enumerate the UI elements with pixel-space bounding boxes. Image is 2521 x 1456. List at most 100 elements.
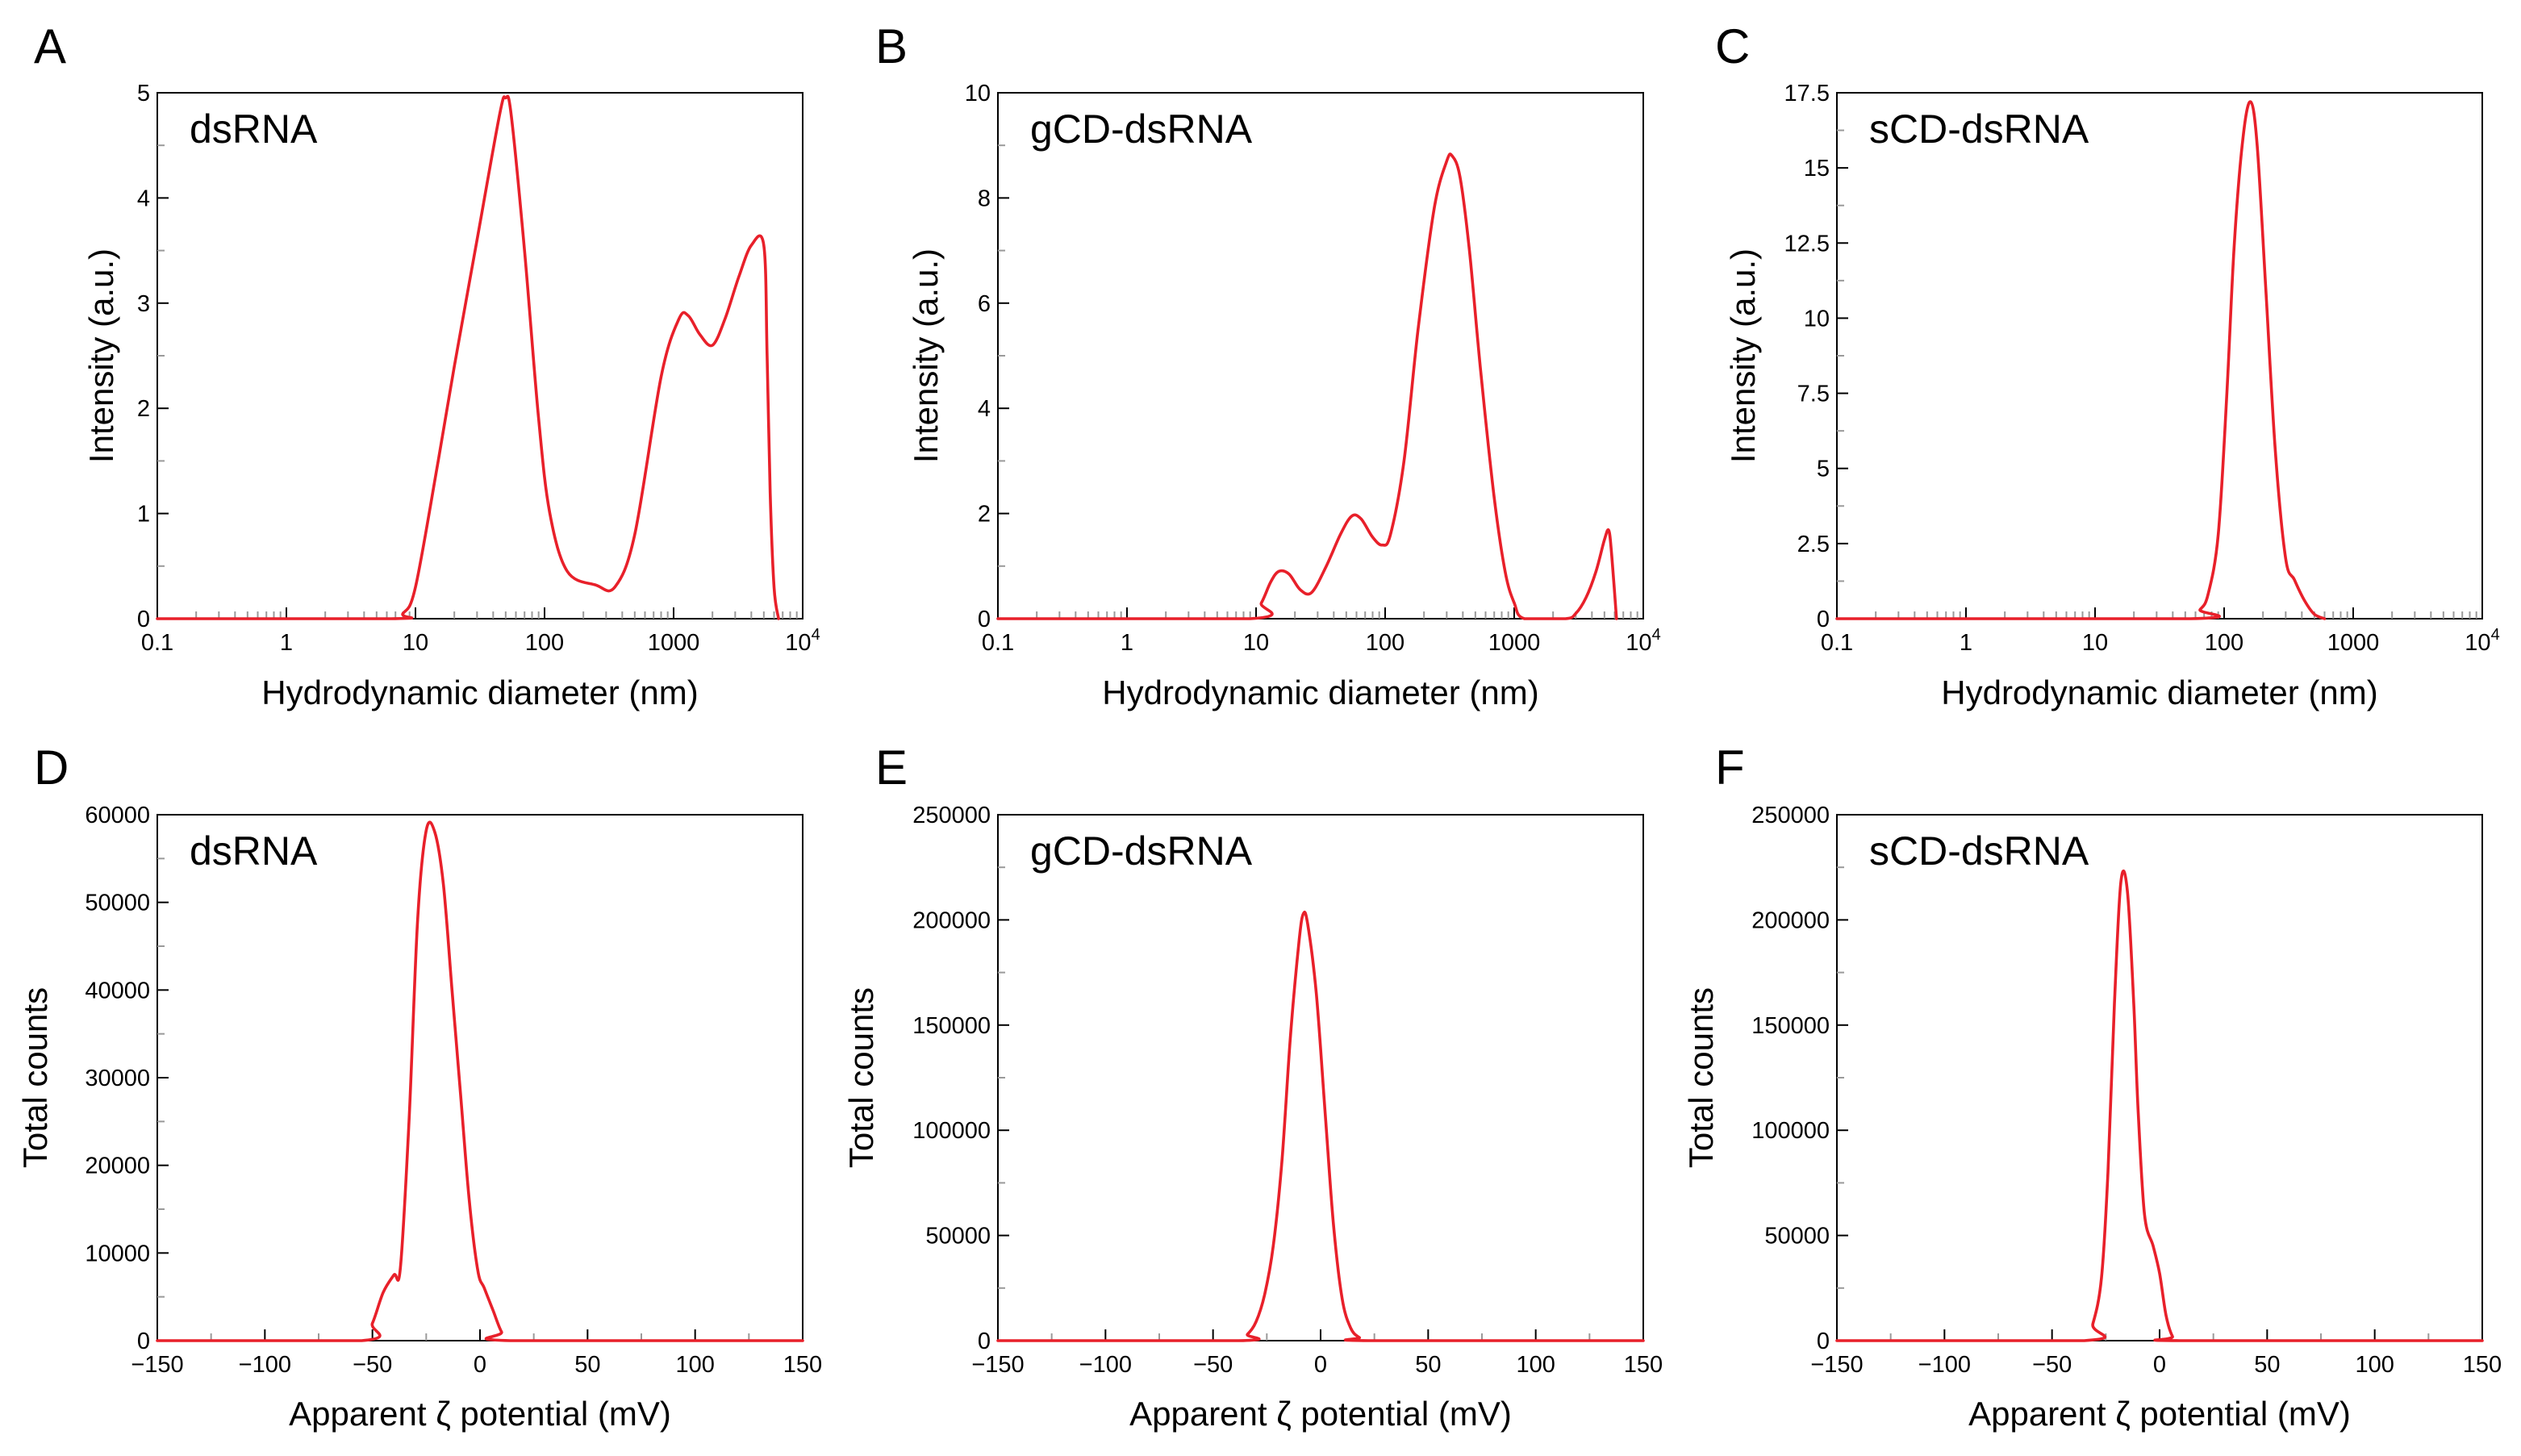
x-tick-label: 150 (2463, 1352, 2502, 1378)
x-tick-label: −150 (1810, 1352, 1863, 1378)
series-line (996, 152, 1618, 620)
y-tick-label: 100000 (1751, 1118, 1830, 1144)
y-tick-label: 10 (1804, 306, 1830, 332)
x-tick-label: 0 (474, 1352, 486, 1378)
y-tick-label: 5 (1817, 457, 1830, 482)
y-tick-label: 0 (137, 607, 150, 632)
x-tick-label: 0 (1314, 1352, 1327, 1378)
y-tick-label: 0 (1817, 1329, 1830, 1354)
x-tick-label: −150 (131, 1352, 183, 1378)
x-tick-label: 1 (1960, 630, 1972, 656)
y-tick-label: 100000 (912, 1118, 991, 1144)
x-tick-label: 10 (403, 630, 428, 656)
sample-label: gCD-dsRNA (1030, 828, 1253, 874)
x-tick-label: 104 (1626, 626, 1660, 656)
y-tick-label: 7.5 (1797, 382, 1830, 407)
panel-letter: E (875, 741, 908, 795)
y-axis-label: Intensity (a.u.) (82, 248, 120, 463)
x-axis-label: Apparent ζ potential (mV) (289, 1395, 671, 1433)
y-tick-label: 5 (137, 81, 150, 106)
y-tick-label: 6 (978, 291, 991, 317)
x-axis-label: Hydrodynamic diameter (nm) (1102, 674, 1539, 711)
x-tick-label: 1000 (2327, 630, 2380, 656)
panel-c: C 0.1 1 10 100 1000 104 0 2.5 5 7.5 10 12.5 15 17.5 Hyd… (1715, 19, 2500, 711)
x-tick-label: 0.1 (141, 630, 173, 656)
y-tick-label: 0 (978, 1329, 991, 1354)
panel-a: A 0.1 1 10 100 1000 104 0 1 2 3 4 5 Hydrodynamic diam… (34, 19, 820, 711)
x-tick-label: −100 (1918, 1352, 1971, 1378)
panel-letter: C (1715, 19, 1750, 73)
y-tick-label: 2 (137, 396, 150, 422)
x-tick-label: 100 (2205, 630, 2243, 656)
plot-frame (157, 814, 803, 1341)
y-tick-label: 150000 (912, 1013, 991, 1039)
x-tick-label: −150 (971, 1352, 1024, 1378)
y-tick-label: 40000 (85, 978, 150, 1003)
y-axis-label: Intensity (a.u.) (1724, 248, 1762, 463)
y-tick-label: 2 (978, 502, 991, 528)
y-tick-label: 1 (137, 502, 150, 528)
x-tick-label: 0.1 (1821, 630, 1853, 656)
y-tick-label: 4 (978, 396, 991, 422)
y-tick-label: 10000 (85, 1241, 150, 1266)
y-tick-label: 12.5 (1784, 231, 1830, 257)
y-tick-label: 50000 (925, 1224, 991, 1249)
x-tick-label: 1000 (648, 630, 700, 656)
y-tick-label: 4 (137, 186, 150, 211)
x-axis-label: Apparent ζ potential (mV) (1129, 1395, 1512, 1433)
y-axis-label: Total counts (842, 987, 880, 1168)
x-axis-label: Hydrodynamic diameter (nm) (1941, 674, 2378, 711)
x-tick-label: 100 (1516, 1352, 1555, 1378)
y-tick-label: 150000 (1751, 1013, 1830, 1039)
y-tick-label: 2.5 (1797, 532, 1830, 557)
x-tick-label: 0.1 (982, 630, 1014, 656)
panel-letter: F (1715, 741, 1745, 795)
x-tick-label: 150 (783, 1352, 822, 1378)
x-tick-label: −50 (2032, 1352, 2072, 1378)
panel-f: F −150 −100 −50 0 50 100 150 0 50000 100000 150000 2… (1682, 741, 2502, 1433)
x-axis-label: Hydrodynamic diameter (nm) (261, 674, 699, 711)
x-tick-label: 100 (2355, 1352, 2394, 1378)
x-tick-label: 1 (280, 630, 293, 656)
x-tick-label: 10 (1243, 630, 1269, 656)
sample-label: sCD-dsRNA (1869, 106, 2089, 152)
plot-frame (1836, 814, 2483, 1341)
y-tick-label: 0 (1817, 607, 1830, 632)
panel-letter: B (875, 19, 908, 73)
y-tick-label: 50000 (85, 891, 150, 916)
x-tick-label: 10 (2082, 630, 2108, 656)
y-tick-label: 20000 (85, 1154, 150, 1179)
x-tick-label: 50 (1415, 1352, 1441, 1378)
x-tick-label: −100 (1079, 1352, 1132, 1378)
x-axis-label: Apparent ζ potential (mV) (1968, 1395, 2351, 1433)
sample-label: gCD-dsRNA (1030, 106, 1253, 152)
y-tick-label: 30000 (85, 1066, 150, 1091)
x-tick-label: 1 (1121, 630, 1133, 656)
plot-frame (157, 92, 803, 620)
sample-label: dsRNA (190, 106, 318, 152)
series-line (156, 820, 804, 1342)
y-tick-label: 3 (137, 291, 150, 317)
panel-b: B 0.1 1 10 100 1000 104 0 2 4 6 8 10 Hydrodynamic dia… (875, 19, 1661, 711)
x-tick-label: 50 (2254, 1352, 2280, 1378)
x-tick-label: 100 (675, 1352, 714, 1378)
sample-label: dsRNA (190, 828, 318, 874)
x-tick-label: 50 (574, 1352, 600, 1378)
panel-d: D −150 −100 −50 0 50 100 150 0 10000 20000 30000 400… (16, 741, 822, 1433)
series-line (996, 911, 1645, 1342)
plot-frame (997, 814, 1644, 1341)
y-axis-label: Total counts (1682, 987, 1720, 1168)
y-tick-label: 0 (137, 1329, 150, 1354)
x-tick-label: 104 (785, 626, 820, 656)
x-tick-label: 150 (1624, 1352, 1663, 1378)
y-tick-label: 50000 (1764, 1224, 1830, 1249)
panel-letter: A (34, 19, 66, 73)
y-axis-label: Total counts (16, 987, 54, 1168)
y-tick-label: 17.5 (1784, 81, 1830, 106)
y-tick-label: 60000 (85, 803, 150, 828)
series-line (156, 94, 780, 620)
y-tick-label: 200000 (912, 907, 991, 933)
y-tick-label: 250000 (912, 803, 991, 828)
y-tick-label: 250000 (1751, 803, 1830, 828)
